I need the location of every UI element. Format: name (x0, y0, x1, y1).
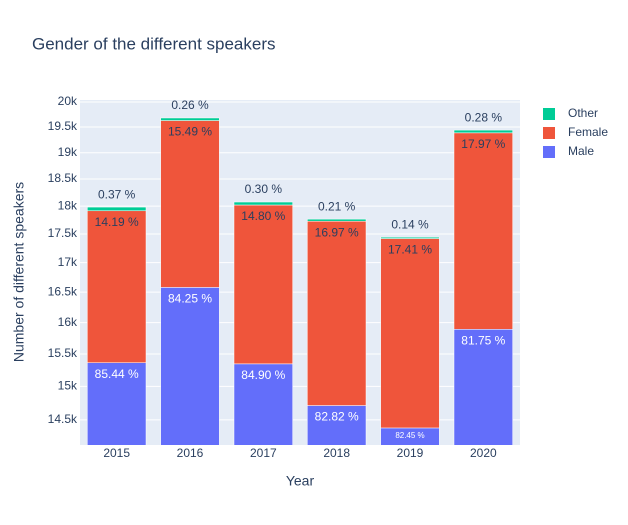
y-axis-title: Number of different speakers (11, 182, 27, 362)
value-label: 0.14 % (391, 217, 429, 231)
value-label: 15.49 % (168, 125, 212, 139)
value-label: 17.97 % (461, 137, 505, 151)
bars (87, 117, 513, 445)
x-tick-label: 2018 (323, 446, 350, 460)
bar-segment (380, 236, 440, 239)
y-tick-label: 19.5k (48, 119, 78, 133)
value-label: 17.41 % (388, 243, 432, 257)
bar-segment (307, 220, 367, 406)
y-tick-label: 17k (58, 255, 78, 269)
y-tick-label: 19k (58, 145, 78, 159)
value-label: 16.97 % (315, 225, 359, 239)
x-tick-label: 2016 (177, 446, 204, 460)
bar-segment (160, 117, 220, 121)
y-tick-label: 16k (58, 315, 78, 329)
bar-segment (87, 210, 147, 363)
value-label: 81.75 % (461, 333, 505, 347)
value-label: 0.30 % (245, 182, 283, 196)
legend-label: Male (568, 144, 594, 158)
bar-segment (307, 218, 367, 222)
bar-segment (453, 129, 513, 134)
bar-segment (307, 405, 367, 445)
value-label: 0.37 % (98, 187, 136, 201)
x-tick-label: 2019 (397, 446, 424, 460)
value-label: 84.90 % (241, 368, 285, 382)
bar-segment (87, 206, 147, 212)
bar-labels: 85.44 % 14.19 % 0.37 % 84.25 % 15.49 % 0.26 %… (95, 98, 506, 440)
x-axis-title: Year (286, 473, 315, 489)
x-tick-label: 2015 (103, 446, 130, 460)
value-label: 84.25 % (168, 292, 212, 306)
y-tick-label: 15k (58, 379, 78, 393)
value-label: 82.82 % (315, 410, 359, 424)
bar-segment (380, 238, 440, 429)
y-tick-label: 15.5k (48, 346, 78, 360)
bar-segment (453, 132, 513, 330)
legend-swatch (543, 108, 555, 120)
plot-background (80, 100, 520, 445)
bar-segment (453, 329, 513, 445)
bar-segment (233, 204, 293, 365)
y-tick-label: 18k (58, 198, 78, 212)
value-label: 0.26 % (171, 98, 209, 112)
value-label: 14.80 % (241, 209, 285, 223)
y-tick-label: 17.5k (48, 226, 78, 240)
x-tick-label: 2017 (250, 446, 277, 460)
x-tick-label: 2020 (470, 446, 497, 460)
y-tick-label: 14.5k (48, 412, 78, 426)
bar-segment (160, 120, 220, 288)
legend-swatch (543, 146, 555, 158)
legend-swatch (543, 127, 555, 139)
y-tick-label: 16.5k (48, 284, 78, 298)
value-label: 82.45 % (395, 431, 424, 440)
bar-segment (87, 362, 147, 445)
chart-title: Gender of the different speakers (32, 34, 276, 53)
value-label: 85.44 % (95, 367, 139, 381)
value-label: 14.19 % (95, 215, 139, 229)
bar-segment (233, 201, 293, 206)
value-label: 0.21 % (318, 199, 356, 213)
y-tick-label: 18.5k (48, 171, 78, 185)
legend-label: Female (568, 125, 608, 139)
legend-label: Other (568, 106, 598, 120)
bar-segment (160, 287, 220, 445)
y-tick-label: 20k (58, 94, 78, 108)
value-label: 0.28 % (465, 110, 503, 124)
